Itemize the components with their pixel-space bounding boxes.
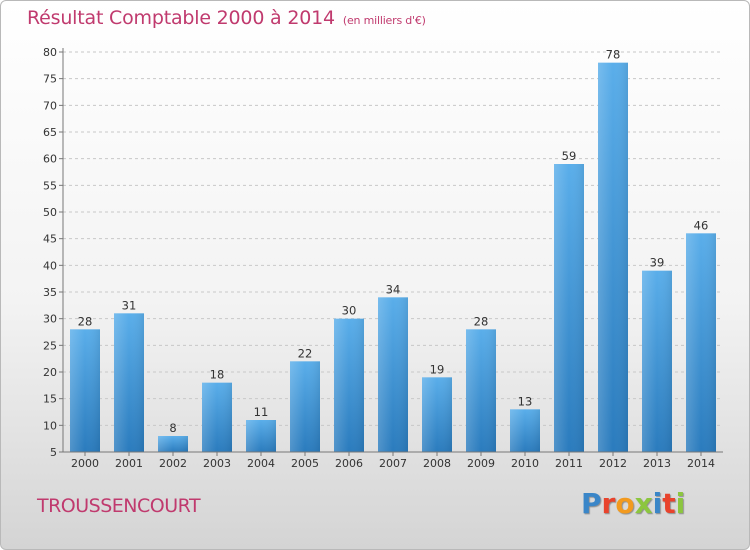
bar-shine [290, 361, 320, 452]
chart-subtitle: (en milliers d'€) [342, 14, 426, 27]
y-tick-label: 55 [43, 179, 57, 192]
logo-letter: x [634, 487, 653, 520]
logo-letter: i [675, 487, 686, 520]
bar-shine [202, 382, 232, 452]
bars: 28 31 8 18 11 22 30 34 19 28 13 59 78 39 46 [70, 48, 716, 453]
bar-value-label: 18 [210, 368, 225, 382]
y-tick-label: 80 [43, 46, 57, 59]
bar-value-label: 39 [650, 256, 665, 270]
x-tick-label: 2000 [71, 457, 99, 470]
bar-shine [686, 233, 716, 452]
logo-letter: t [662, 487, 676, 520]
y-tick-label: 65 [43, 126, 57, 139]
bar-shine [554, 164, 584, 452]
y-tick-label: 45 [43, 233, 57, 246]
chart-title-text: Résultat Comptable 2000 à 2014 [27, 7, 335, 29]
x-tick-label: 2005 [291, 457, 319, 470]
bar-shine [510, 409, 540, 452]
bar-value-label: 46 [694, 218, 709, 232]
y-tick-label: 40 [43, 259, 57, 272]
y-tick-label: 10 [43, 419, 57, 432]
x-tick-label: 2003 [203, 457, 231, 470]
x-tick-label: 2012 [599, 457, 627, 470]
y-tick-label: 15 [43, 393, 57, 406]
bar-shine [378, 297, 408, 452]
x-tick-label: 2002 [159, 457, 187, 470]
x-tick-label: 2010 [511, 457, 539, 470]
bar-shine [70, 329, 100, 452]
chart-title: Résultat Comptable 2000 à 2014 (en millie… [27, 7, 426, 29]
x-tick-label: 2011 [555, 457, 583, 470]
y-tick-label: 70 [43, 99, 57, 112]
x-tick-label: 2014 [687, 457, 715, 470]
y-tick-label: 60 [43, 153, 57, 166]
bar-shine [642, 270, 672, 452]
bar-value-label: 28 [474, 314, 489, 328]
bar-value-label: 22 [298, 346, 313, 360]
y-tick-label: 35 [43, 286, 57, 299]
logo-letter: r [601, 487, 616, 520]
bar-value-label: 8 [169, 421, 176, 435]
logo-letter: P [581, 487, 602, 520]
y-tick-label: 75 [43, 73, 57, 86]
bar-shine [466, 329, 496, 452]
x-tick-label: 2013 [643, 457, 671, 470]
y-tick-label: 25 [43, 339, 57, 352]
x-tick-label: 2004 [247, 457, 275, 470]
y-tick-label: 5 [50, 446, 57, 459]
bar-shine [422, 377, 452, 452]
commune-name: TROUSSENCOURT [37, 495, 201, 517]
bar-value-label: 78 [606, 48, 621, 62]
bar-shine [598, 62, 628, 453]
bar-shine [158, 436, 188, 452]
bar-value-label: 31 [122, 298, 137, 312]
bar-value-label: 13 [518, 394, 533, 408]
x-tick-label: 2001 [115, 457, 143, 470]
bar-value-label: 59 [562, 149, 577, 163]
proxiti-logo: Proxiti [581, 487, 685, 520]
bar-value-label: 19 [430, 362, 445, 376]
y-tick-label: 50 [43, 206, 57, 219]
x-tick-label: 2006 [335, 457, 363, 470]
bar-shine [334, 318, 364, 452]
logo-letter: i [652, 487, 663, 520]
x-tick-label: 2009 [467, 457, 495, 470]
bar-value-label: 30 [342, 304, 357, 318]
y-tick-label: 20 [43, 366, 57, 379]
logo-letter: o [615, 487, 635, 520]
bar-value-label: 28 [78, 314, 93, 328]
bar-value-label: 11 [254, 405, 269, 419]
bar-shine [246, 420, 276, 452]
x-tick-label: 2007 [379, 457, 407, 470]
axes: 5 10 15 20 25 30 35 40 45 50 55 60 65 70 75 80 2000 2001 2… [43, 46, 723, 470]
x-tick-label: 2008 [423, 457, 451, 470]
y-tick-label: 30 [43, 313, 57, 326]
bar-shine [114, 313, 144, 452]
bar-value-label: 34 [386, 282, 401, 296]
